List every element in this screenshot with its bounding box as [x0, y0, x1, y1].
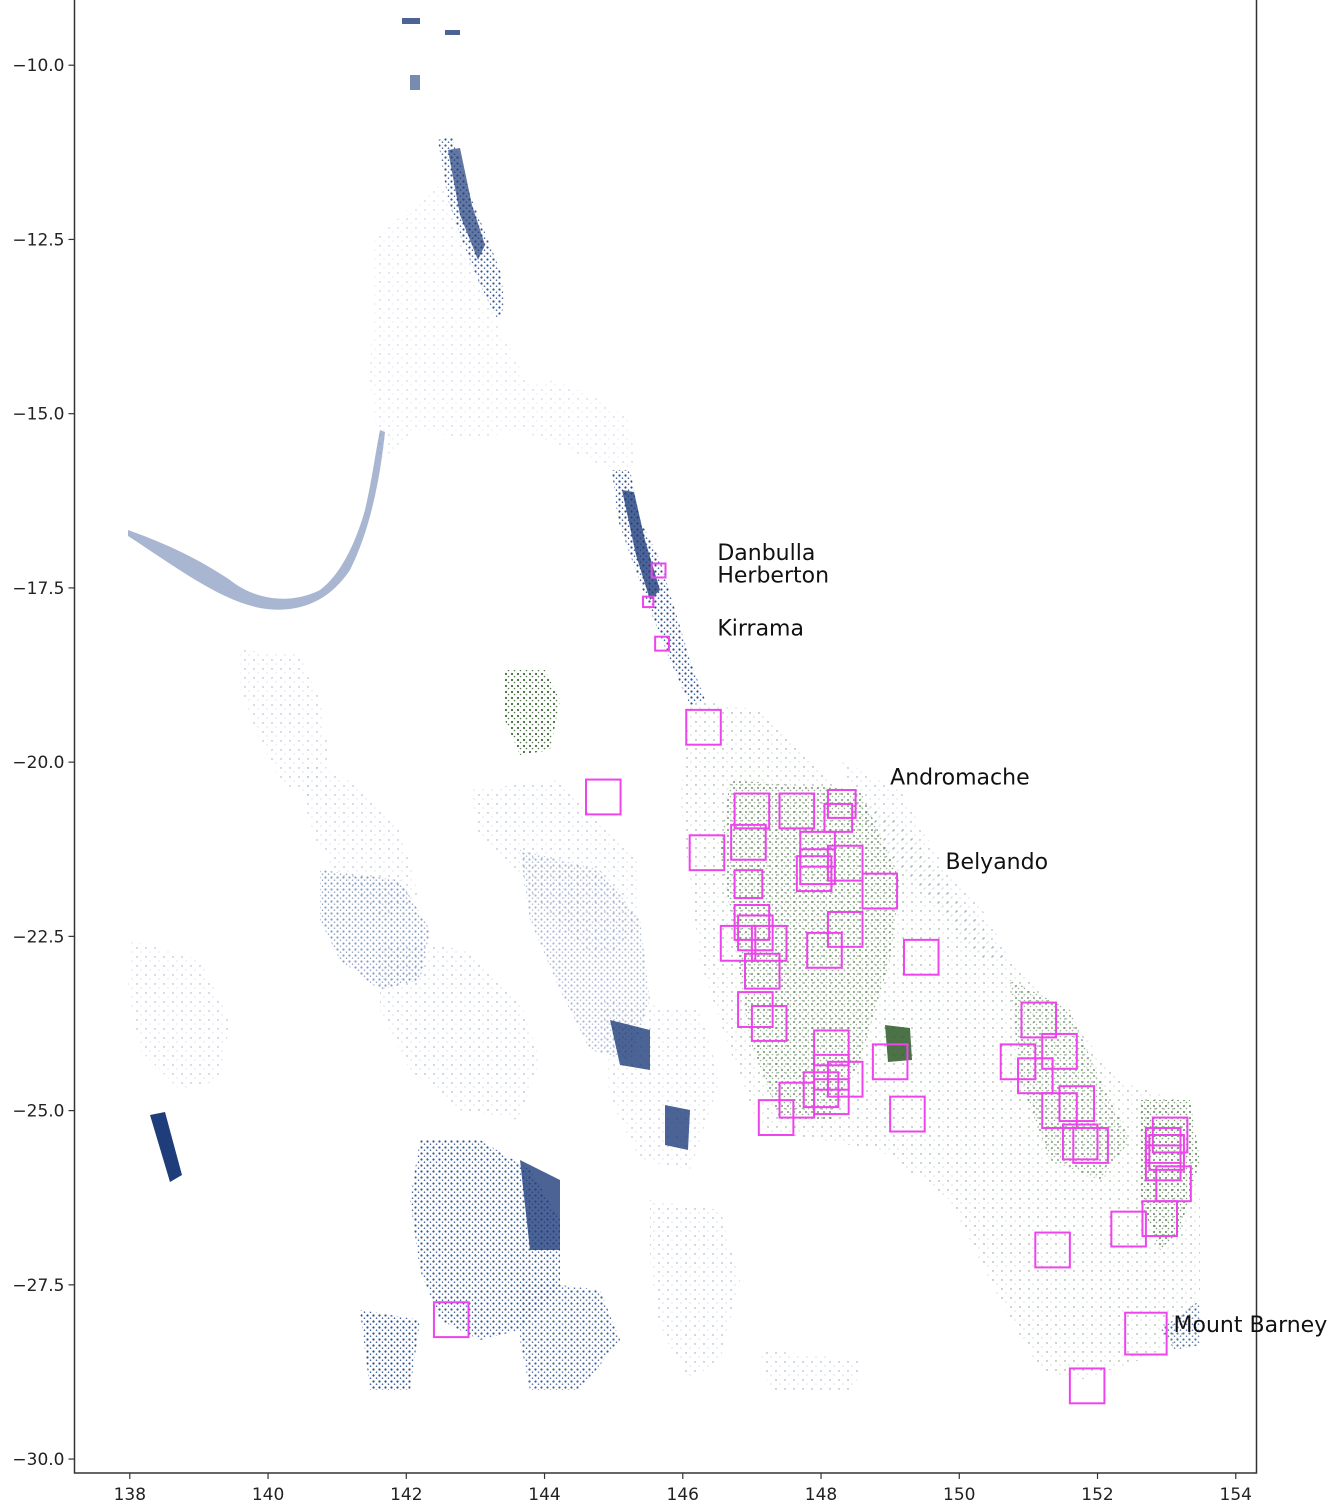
site-box	[813, 1029, 850, 1067]
site-box	[806, 931, 843, 969]
site-box	[650, 562, 667, 579]
site-box	[1124, 1311, 1168, 1356]
y-tick-label: −25.0	[12, 1102, 64, 1122]
site-box	[1110, 1210, 1147, 1248]
site-box	[757, 1099, 795, 1136]
x-tick-label: 142	[390, 1485, 422, 1505]
y-tick-label: −30.0	[12, 1450, 64, 1470]
site-box	[1068, 1367, 1106, 1405]
site-box	[1017, 1057, 1054, 1095]
site-box	[795, 855, 833, 893]
y-tick-label: −20.0	[12, 753, 64, 773]
x-axis: 138 140 142 144 146 148 150 152 154	[114, 1473, 1252, 1505]
site-box	[585, 778, 622, 816]
site-box	[1041, 1092, 1078, 1130]
site-box	[1072, 1127, 1109, 1164]
site-box	[737, 991, 774, 1028]
site-box	[719, 924, 757, 962]
site-box	[642, 595, 655, 609]
site-box	[871, 1043, 909, 1081]
site-box	[802, 1071, 840, 1109]
site-box	[730, 823, 767, 861]
place-label: Danbulla	[717, 541, 815, 566]
y-tick-label: −10.0	[12, 56, 64, 76]
site-box	[1061, 1123, 1099, 1161]
site-box	[861, 872, 899, 910]
site-box	[1020, 1001, 1058, 1039]
site-box	[1034, 1231, 1071, 1269]
x-tick-label: 148	[805, 1485, 837, 1505]
site-box	[778, 792, 816, 830]
x-tick-label: 146	[667, 1485, 699, 1505]
place-label: Belyando	[945, 850, 1048, 875]
site-box	[1141, 1200, 1179, 1238]
site-box	[1148, 1133, 1185, 1171]
site-box	[688, 834, 726, 872]
y-tick-label: −22.5	[12, 927, 64, 947]
y-tick-label: −27.5	[12, 1276, 64, 1296]
x-tick-label: 154	[1220, 1485, 1252, 1505]
site-box	[654, 635, 670, 652]
site-box	[799, 848, 836, 886]
y-tick-label: −15.0	[12, 405, 64, 425]
place-label: Kirrama	[717, 616, 804, 641]
site-box	[743, 952, 781, 990]
site-box	[826, 844, 864, 882]
site-box	[733, 792, 771, 830]
y-tick-label: −17.5	[12, 579, 64, 599]
axes-frame	[73, 0, 1258, 1474]
place-label: Herberton	[717, 563, 829, 588]
site-box	[432, 1301, 470, 1339]
x-tick-label: 150	[943, 1485, 975, 1505]
site-box	[826, 910, 864, 948]
site-box	[750, 1005, 788, 1042]
y-tick-label: −12.5	[12, 230, 64, 250]
selection-boxes	[432, 562, 1192, 1405]
x-tick-label: 144	[528, 1485, 560, 1505]
site-box	[1144, 1144, 1182, 1182]
x-tick-label: 140	[252, 1485, 284, 1505]
x-tick-label: 152	[1081, 1485, 1113, 1505]
y-axis: −10.0 −12.5 −15.0 −17.5 −20.0 −22.5 −25.0 −27.5…	[12, 56, 75, 1470]
place-label: Mount Barney	[1174, 1313, 1328, 1338]
site-box	[823, 802, 854, 833]
x-tick-label: 138	[114, 1485, 146, 1505]
site-box	[733, 869, 764, 900]
site-box	[889, 1095, 926, 1133]
site-box	[685, 708, 722, 746]
place-label: Andromache	[890, 765, 1029, 790]
site-box	[750, 924, 788, 962]
site-box	[1041, 1032, 1078, 1070]
vegetation-layer	[128, 18, 1200, 1390]
site-box	[902, 938, 940, 976]
